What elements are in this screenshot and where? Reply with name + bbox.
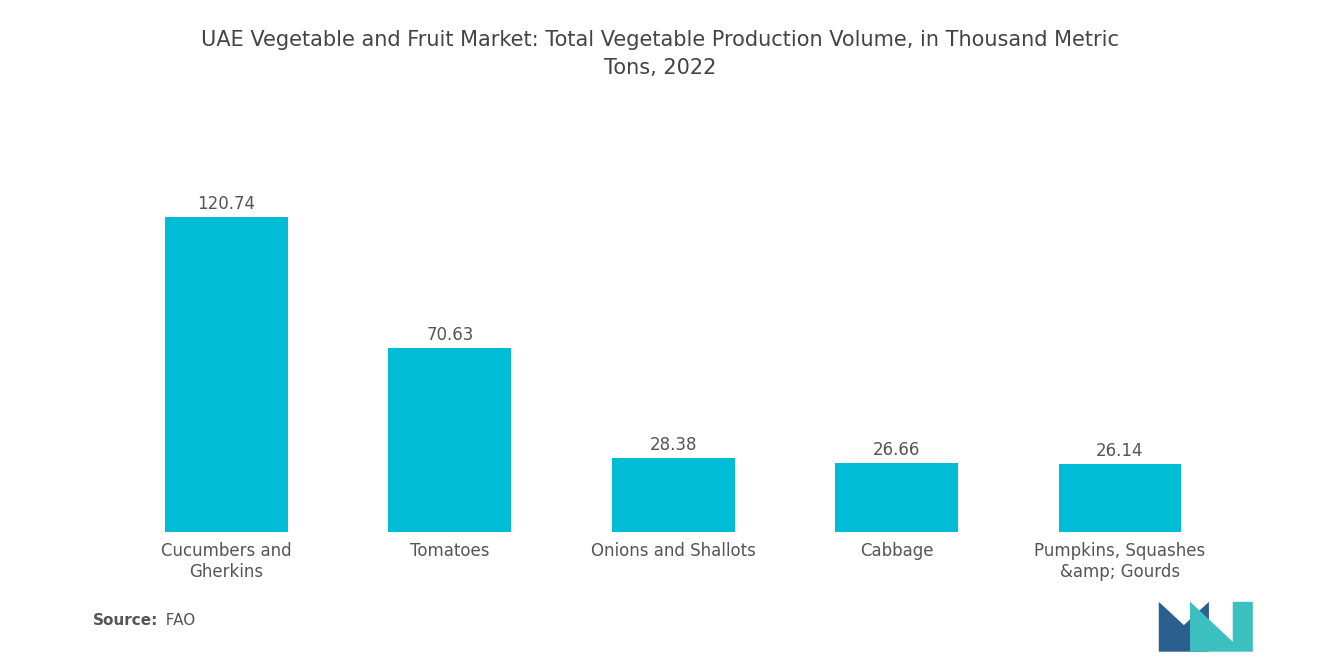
Polygon shape — [1191, 602, 1210, 652]
Bar — [165, 217, 288, 532]
Bar — [836, 463, 958, 532]
Bar — [1059, 464, 1181, 532]
Text: 70.63: 70.63 — [426, 326, 474, 344]
Polygon shape — [1159, 602, 1209, 652]
Bar — [611, 458, 735, 532]
Polygon shape — [1191, 602, 1253, 652]
Bar — [388, 348, 511, 532]
Text: 120.74: 120.74 — [198, 196, 256, 213]
Text: 28.38: 28.38 — [649, 436, 697, 454]
Text: FAO: FAO — [156, 613, 195, 628]
Text: UAE Vegetable and Fruit Market: Total Vegetable Production Volume, in Thousand M: UAE Vegetable and Fruit Market: Total Ve… — [201, 30, 1119, 78]
Text: 26.14: 26.14 — [1096, 442, 1143, 460]
Text: 26.66: 26.66 — [873, 441, 920, 459]
Text: Source:: Source: — [92, 613, 158, 628]
